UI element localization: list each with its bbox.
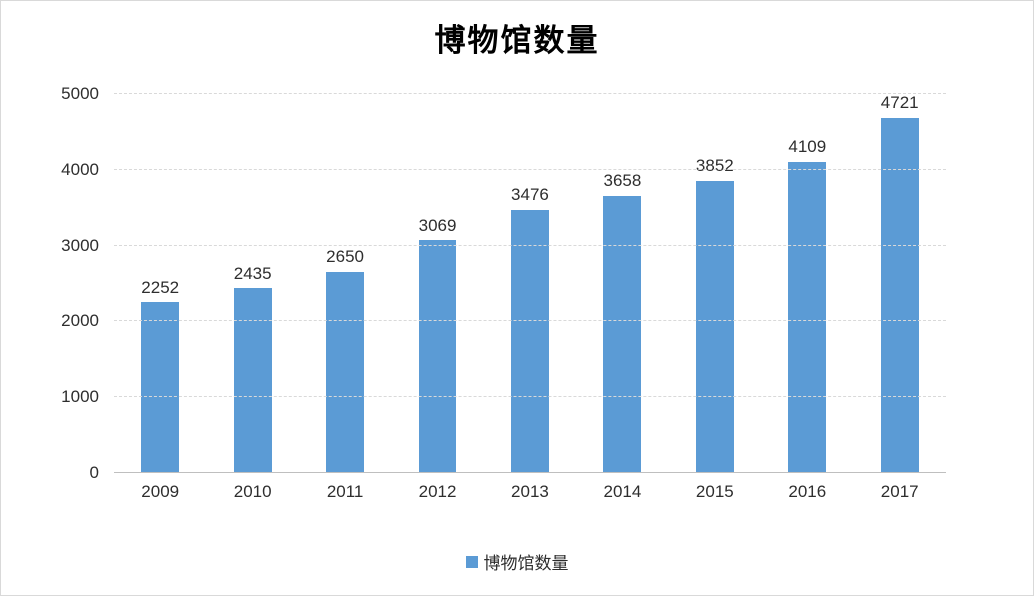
chart-title: 博物馆数量 <box>434 23 600 58</box>
legend-label: 博物馆数量 <box>483 554 569 573</box>
bar-slot: 3658 <box>576 94 668 473</box>
bar-2009 <box>141 302 180 473</box>
bar-slot: 2435 <box>206 94 298 473</box>
gridline <box>114 244 946 246</box>
bar-2013 <box>511 209 549 473</box>
bar-slot: 2650 <box>299 94 391 473</box>
x-axis: 2009 2010 2011 2012 2013 2014 2015 2016 2017 <box>114 482 946 502</box>
x-tick-label: 2012 <box>418 482 457 501</box>
plot-area: 2252 2435 2650 3069 3476 3658 3852 4109 4721 <box>114 93 946 473</box>
x-tick-label: 2010 <box>233 482 272 501</box>
bar-slot: 2252 <box>114 94 206 473</box>
bar-slot: 4109 <box>761 94 853 473</box>
bar-value-label: 2252 <box>141 277 180 297</box>
gridline <box>114 320 946 322</box>
gridline <box>114 93 946 94</box>
bar-slot: 3069 <box>391 94 483 473</box>
bar-value-label: 3658 <box>603 171 642 191</box>
y-tick-label: 4000 <box>61 159 99 179</box>
x-tick-label: 2015 <box>695 482 734 501</box>
bar-value-label: 3069 <box>418 215 457 235</box>
x-tick-label: 2009 <box>141 482 180 501</box>
legend-swatch-icon <box>465 555 478 568</box>
x-tick-label: 2017 <box>880 482 919 501</box>
x-tick-label: 2016 <box>788 482 827 501</box>
bar-2011 <box>326 272 365 473</box>
y-tick-label: 2000 <box>61 311 99 331</box>
bar-2012 <box>418 240 457 473</box>
bar-slot: 4721 <box>854 93 946 473</box>
y-axis: 0 1000 2000 3000 4000 5000 <box>1 84 99 482</box>
bar-value-label: 3476 <box>511 184 549 204</box>
gridline <box>114 396 946 398</box>
bar-2016 <box>788 161 827 473</box>
bar-2010 <box>233 288 272 473</box>
bar-2014 <box>603 195 642 473</box>
bar-value-label: 4721 <box>880 93 919 112</box>
bar-value-label: 3852 <box>695 156 734 176</box>
y-tick-label: 3000 <box>61 235 99 255</box>
y-tick-label: 0 <box>89 463 99 482</box>
legend: 博物馆数量 <box>1 549 1033 574</box>
x-tick-label: 2011 <box>326 482 364 501</box>
bar-value-label: 2650 <box>326 247 364 267</box>
x-tick-label: 2014 <box>603 482 642 501</box>
y-tick-label: 5000 <box>61 84 99 103</box>
gridline <box>114 168 946 170</box>
bar-slot: 3852 <box>669 94 761 473</box>
bars-row: 2252 2435 2650 3069 3476 3658 3852 4109 4721 <box>114 93 946 473</box>
bar-2017 <box>880 117 919 473</box>
bar-value-label: 4109 <box>788 136 827 156</box>
x-tick-label: 2013 <box>511 482 549 501</box>
y-tick-label: 1000 <box>61 387 99 407</box>
bar-2015 <box>695 181 734 473</box>
bar-slot: 3476 <box>484 94 576 473</box>
bar-value-label: 2435 <box>233 263 272 283</box>
x-axis-line <box>114 472 946 473</box>
